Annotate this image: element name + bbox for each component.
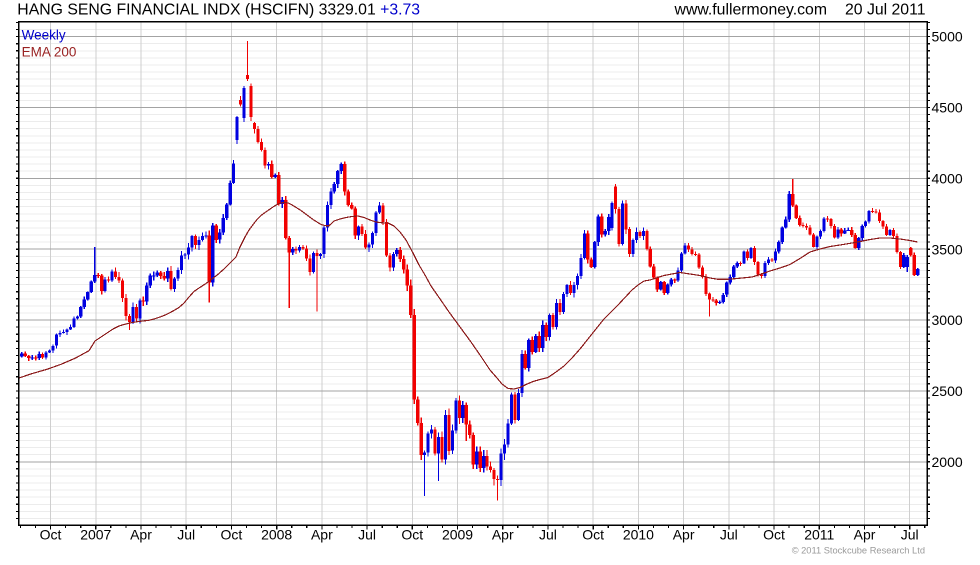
svg-text:Apr: Apr	[311, 527, 333, 543]
svg-text:EMA 200: EMA 200	[22, 44, 77, 59]
svg-text:2011: 2011	[804, 527, 834, 543]
svg-text:Jul: Jul	[358, 527, 376, 543]
svg-text:Oct: Oct	[40, 527, 62, 543]
svg-text:HANG SENG FINANCIAL INDX (HSCI: HANG SENG FINANCIAL INDX (HSCIFN) 3329.0…	[17, 2, 420, 19]
svg-text:Jul: Jul	[720, 527, 738, 543]
svg-text:4500: 4500	[932, 100, 963, 116]
svg-text:2000: 2000	[932, 454, 963, 470]
svg-text:Apr: Apr	[130, 527, 152, 543]
svg-text:2010: 2010	[623, 527, 654, 543]
svg-text:© 2011 Stockcube Research Ltd: © 2011 Stockcube Research Ltd	[792, 546, 925, 556]
svg-text:3000: 3000	[932, 312, 963, 328]
svg-text:Oct: Oct	[221, 527, 243, 543]
svg-text:2007: 2007	[80, 527, 111, 543]
svg-text:3500: 3500	[932, 241, 963, 257]
svg-text:4000: 4000	[932, 170, 963, 186]
svg-text:Oct: Oct	[582, 527, 604, 543]
svg-text:Apr: Apr	[492, 527, 514, 543]
svg-text:www.fullermoney.com: www.fullermoney.com	[674, 2, 827, 19]
svg-text:Weekly: Weekly	[22, 27, 66, 42]
svg-text:Apr: Apr	[673, 527, 695, 543]
svg-text:2008: 2008	[261, 527, 292, 543]
svg-text:20 Jul 2011: 20 Jul 2011	[845, 2, 926, 19]
svg-text:Jul: Jul	[901, 527, 919, 543]
svg-text:Oct: Oct	[401, 527, 423, 543]
svg-text:Oct: Oct	[763, 527, 785, 543]
svg-text:2500: 2500	[932, 383, 963, 399]
svg-text:2009: 2009	[442, 527, 473, 543]
svg-text:5000: 5000	[932, 29, 963, 45]
svg-text:Apr: Apr	[854, 527, 876, 543]
svg-text:Jul: Jul	[539, 527, 557, 543]
svg-text:Jul: Jul	[177, 527, 195, 543]
